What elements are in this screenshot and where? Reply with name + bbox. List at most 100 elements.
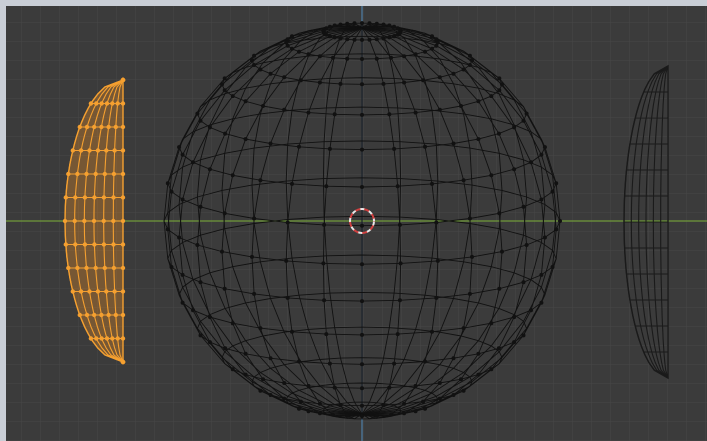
lens-vertex <box>120 265 126 271</box>
vertex <box>360 82 364 87</box>
longitude-edge <box>361 24 473 415</box>
lens-vertex <box>99 336 104 341</box>
vertex <box>434 37 439 42</box>
vertex <box>250 254 254 259</box>
lens-vertex <box>62 218 68 224</box>
vertex <box>207 125 212 130</box>
vertex <box>367 21 372 26</box>
vertex <box>461 67 466 72</box>
lens-vertex <box>82 242 88 247</box>
vertex <box>352 21 357 26</box>
vertex <box>398 261 403 266</box>
vertex <box>550 189 555 194</box>
vertex <box>250 58 254 63</box>
vertex <box>470 58 474 63</box>
lens-vertex <box>113 124 119 130</box>
lens-vertex <box>120 101 126 106</box>
lens-vertex <box>92 195 97 200</box>
vertex <box>327 24 332 29</box>
vertex <box>435 258 440 263</box>
vertex <box>392 24 397 29</box>
vertex <box>180 272 185 277</box>
vertex <box>423 406 427 411</box>
vertex <box>345 56 350 61</box>
lens-vertex <box>106 312 111 318</box>
vertex <box>521 204 526 209</box>
vertex <box>258 178 263 183</box>
vertex <box>243 137 248 142</box>
vertex <box>524 243 529 247</box>
vertex <box>222 211 227 216</box>
lens-vertex <box>82 218 87 224</box>
lens-vertex <box>111 195 116 200</box>
lens-vertex <box>73 195 78 200</box>
vertex <box>282 107 287 112</box>
vertex <box>434 220 439 225</box>
vertex <box>360 262 364 267</box>
vertex <box>402 411 407 416</box>
lens-vertex <box>104 289 109 294</box>
lens-vertex <box>106 124 111 130</box>
vertex <box>451 356 456 361</box>
vertex <box>381 403 386 408</box>
vertex <box>230 94 235 99</box>
vertex <box>435 40 440 45</box>
lens-vertex <box>110 101 115 106</box>
vertex <box>165 227 170 232</box>
vertex <box>554 181 559 186</box>
vertex <box>467 53 472 58</box>
vertex <box>258 388 263 393</box>
vertex <box>261 377 265 382</box>
lens-vertex <box>101 195 107 200</box>
vertex <box>198 280 203 285</box>
lens-vertex <box>88 101 94 106</box>
lens-vertex <box>120 218 126 224</box>
vertex <box>360 299 364 304</box>
vertex <box>554 227 559 232</box>
vertex <box>459 377 463 382</box>
vertex <box>191 308 195 313</box>
vertex <box>360 21 364 26</box>
vertex <box>360 37 364 42</box>
vertex <box>317 54 322 59</box>
vertex <box>360 386 364 391</box>
vertex <box>558 219 562 223</box>
vertex <box>423 359 427 364</box>
lens-vertex <box>93 171 98 177</box>
vertex <box>345 413 350 418</box>
longitude-edge <box>361 26 528 415</box>
vertex <box>437 75 442 80</box>
vertex <box>324 332 329 337</box>
vertex <box>381 36 386 41</box>
lens-vertex <box>92 312 97 318</box>
lens-vertex <box>73 242 78 247</box>
vertex <box>345 21 350 26</box>
vertex <box>395 184 400 189</box>
vertex <box>243 372 248 377</box>
lens-vertex <box>92 124 97 130</box>
vertex <box>332 35 337 40</box>
vertex <box>207 340 212 345</box>
vertex <box>392 146 397 151</box>
vertex <box>423 144 427 149</box>
vertex <box>542 235 547 240</box>
vertex <box>421 78 426 83</box>
lens-vertex <box>63 195 68 200</box>
vertex <box>360 332 364 337</box>
vertex <box>392 361 397 366</box>
vertex <box>338 81 343 86</box>
vertex <box>298 78 303 83</box>
vertex <box>338 22 343 27</box>
vertex <box>220 249 224 254</box>
vertex <box>430 46 434 51</box>
lens-vertex <box>120 124 126 130</box>
lens-vertex <box>111 171 117 177</box>
vertex <box>345 37 350 42</box>
vertex <box>395 26 400 31</box>
vertex <box>512 315 517 320</box>
vertex <box>360 185 364 189</box>
vertex <box>430 329 434 334</box>
vertex <box>434 295 439 300</box>
vertex <box>306 409 311 414</box>
